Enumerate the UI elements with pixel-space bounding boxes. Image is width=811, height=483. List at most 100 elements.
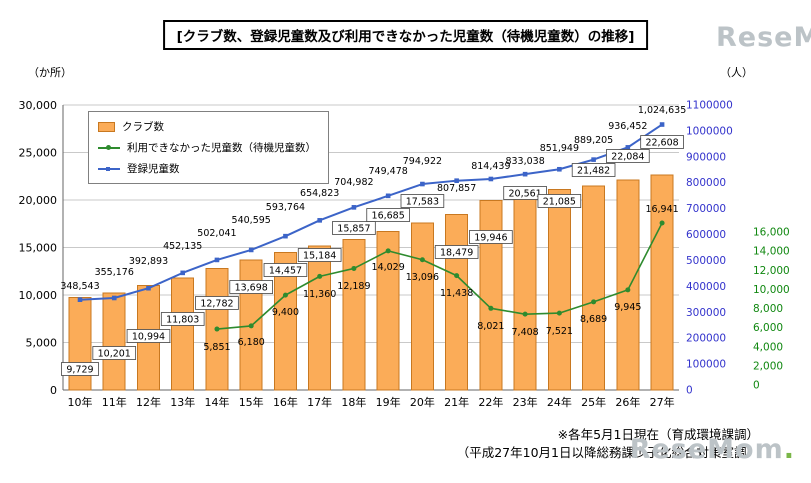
bar-value-label: 22,608 — [645, 138, 678, 149]
right-axis-tick-label: 200000 — [686, 333, 726, 345]
right-axis-tick-label: 500000 — [686, 255, 726, 267]
registered-value-label: 814,439 — [471, 161, 510, 172]
registered-line-marker — [591, 157, 596, 162]
registered-value-label: 851,949 — [540, 143, 579, 154]
waiting-line-marker — [351, 265, 357, 271]
bar-value-label: 9,729 — [66, 365, 93, 376]
bar-value-label-box — [92, 346, 137, 360]
bar-value-label: 21,482 — [577, 166, 610, 177]
bar — [445, 213, 469, 391]
x-axis-label: 22年 — [478, 395, 503, 409]
legend-label-clubs: クラブ数 — [122, 121, 164, 133]
bar — [68, 297, 92, 391]
right-axis-tick-label: 1000000 — [686, 125, 733, 137]
bar — [410, 222, 434, 391]
waiting-line-marker — [454, 273, 460, 279]
bar-value-label: 15,184 — [303, 251, 336, 262]
bar-value-label: 21,085 — [543, 197, 576, 208]
right-axis-tick-label: 0 — [686, 385, 693, 397]
left-axis-tick-label: 5,000 — [26, 337, 58, 350]
waiting-value-label: 8,021 — [477, 321, 504, 332]
bar-value-label-box — [263, 263, 308, 277]
bar-value-label-box — [61, 362, 99, 376]
bar — [342, 238, 366, 391]
bar — [547, 189, 571, 391]
waiting-value-label: 11,438 — [440, 288, 473, 299]
watermark-text: ReseMom — [629, 434, 784, 465]
left-axis-tick-label: 15,000 — [19, 242, 58, 255]
bar-swatch-icon — [98, 121, 115, 132]
registered-line-marker — [77, 297, 83, 302]
right-axis-tick-label: 900000 — [686, 151, 726, 163]
bar — [308, 245, 332, 391]
secondary-right-axis-tick-label: 14,000 — [753, 246, 790, 258]
x-axis-label: 16年 — [273, 395, 298, 409]
registered-line-marker — [180, 270, 186, 276]
blue-line-swatch-icon — [98, 166, 120, 171]
secondary-right-axis-tick-label: 4,000 — [753, 341, 783, 353]
bar-value-label: 20,561 — [508, 189, 541, 200]
waiting-line-marker — [282, 292, 288, 298]
waiting-line-marker — [419, 257, 425, 263]
right-axis-unit: （人） — [720, 66, 753, 79]
secondary-right-axis-tick-label: 6,000 — [753, 322, 783, 334]
right-axis-tick-label: 100000 — [686, 359, 726, 371]
waiting-line-marker — [556, 310, 562, 316]
registered-line-marker — [420, 181, 425, 187]
x-axis-label: 18年 — [341, 395, 366, 409]
right-axis-tick-label: 1100000 — [686, 100, 733, 112]
bar — [513, 194, 537, 391]
registered-line-marker — [351, 205, 357, 210]
x-axis-label: 14年 — [204, 395, 229, 409]
secondary-right-axis-tick-label: 8,000 — [753, 303, 783, 315]
bar-value-label: 22,084 — [611, 152, 644, 163]
x-axis-label: 26年 — [615, 395, 640, 409]
left-axis-tick-label: 30,000 — [19, 99, 58, 112]
bar-value-label-box — [537, 194, 582, 208]
bar-value-label: 15,857 — [337, 224, 370, 235]
bar-value-label: 13,698 — [235, 283, 268, 294]
registered-value-label: 1,024,635 — [638, 105, 686, 116]
right-axis-tick-label: 600000 — [686, 229, 726, 241]
waiting-value-label: 5,851 — [203, 342, 230, 353]
registered-value-label: 794,922 — [403, 156, 442, 167]
registered-line-marker — [557, 166, 562, 172]
waiting-line-marker — [385, 248, 391, 254]
x-axis-label: 27年 — [650, 395, 675, 409]
secondary-right-axis-tick-label: 2,000 — [753, 360, 783, 372]
waiting-value-label: 13,096 — [406, 272, 439, 283]
registered-children-line — [79, 123, 663, 301]
right-axis-tick-label: 700000 — [686, 203, 726, 215]
bar — [616, 179, 640, 391]
waiting-line-marker — [214, 326, 220, 332]
x-axis-label: 20年 — [410, 395, 435, 409]
right-axis-tick-label: 300000 — [686, 307, 726, 319]
bar-value-label: 12,782 — [200, 299, 233, 310]
x-axis-label: 23年 — [513, 395, 538, 409]
left-axis-tick-label: 0 — [50, 384, 57, 397]
footnote: ※各年5月1日現在（育成環境課調） （平成27年10月1日以降総務課少子化総合対… — [457, 426, 759, 462]
waiting-line-marker — [488, 305, 494, 311]
x-axis-label: 13年 — [170, 395, 195, 409]
waiting-line-marker — [522, 311, 528, 317]
registered-line-marker — [488, 176, 494, 182]
registered-value-label: 392,893 — [129, 256, 168, 267]
x-axis-label: 17年 — [307, 395, 332, 409]
bar-value-label-box — [400, 194, 445, 208]
left-axis-tick-label: 10,000 — [19, 289, 58, 302]
bar-value-label: 18,479 — [440, 248, 473, 259]
registered-value-label: 348,543 — [60, 281, 99, 292]
legend-item-registered: 登録児童数 — [98, 161, 316, 176]
registered-line-marker — [625, 145, 631, 150]
waiting-value-label: 7,521 — [546, 326, 573, 337]
waiting-value-label: 8,689 — [580, 314, 607, 325]
registered-line-marker — [317, 218, 322, 223]
bar-value-label-box — [469, 230, 513, 244]
legend-label-waiting: 利用できなかった児童数（待機児童数） — [127, 142, 316, 154]
registered-line-marker — [522, 171, 528, 177]
bar — [171, 277, 195, 391]
legend-item-clubs: クラブ数 — [98, 119, 316, 134]
bar — [273, 252, 297, 391]
